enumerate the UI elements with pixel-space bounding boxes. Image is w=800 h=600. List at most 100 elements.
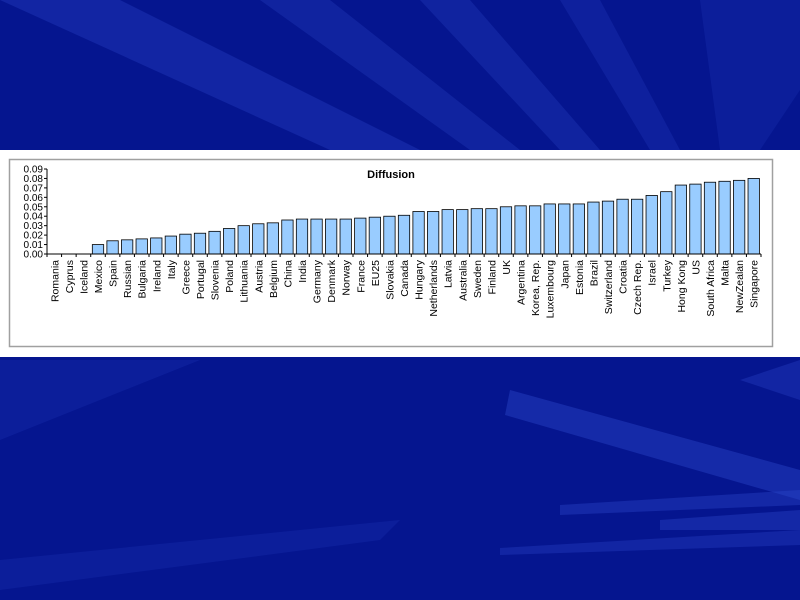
x-tick-label: Slovakia — [384, 260, 396, 300]
x-tick-label: Cyprus — [64, 260, 76, 293]
bar — [587, 201, 600, 255]
x-tick-label: Lithuania — [239, 260, 251, 303]
bar — [295, 218, 309, 255]
x-tick-label: India — [297, 260, 309, 283]
x-tick-label: Netherlands — [428, 260, 440, 317]
y-tick-label: 0.05 — [24, 202, 44, 213]
bar — [164, 235, 177, 255]
x-tick-label: Italy — [166, 259, 178, 279]
y-tick-label: 0.08 — [24, 174, 44, 185]
bar — [427, 211, 440, 255]
x-tick-label: US — [690, 260, 702, 275]
x-tick-label: Hungary — [414, 259, 426, 299]
bar — [150, 237, 163, 255]
bar — [601, 200, 615, 255]
x-tick-label: Hong Kong — [676, 260, 688, 313]
bar — [616, 198, 629, 255]
bar — [397, 214, 411, 255]
y-axis: 0.000.010.020.030.040.050.060.070.080.09 — [24, 165, 48, 261]
x-tick-label: Bulgaria — [137, 260, 149, 299]
ray-bottom-5 — [740, 360, 800, 400]
bar — [91, 244, 105, 255]
bar — [135, 238, 148, 255]
ray-bottom-1 — [505, 390, 800, 500]
x-tick-label: Norway — [341, 259, 353, 295]
x-tick-label: Mexico — [93, 260, 105, 293]
bar — [543, 203, 556, 255]
bar — [310, 218, 323, 255]
bar — [325, 218, 338, 255]
bar — [223, 228, 236, 255]
x-tick-label: Denmark — [326, 259, 338, 302]
x-tick-label: Ireland — [151, 260, 163, 292]
x-tick-label: Croatia — [618, 260, 630, 294]
x-tick-label: Luxembourg — [545, 260, 557, 319]
x-tick-label: Estonia — [574, 260, 586, 295]
y-tick-label: 0.02 — [24, 231, 44, 242]
bar — [514, 205, 527, 255]
ray-top-4 — [560, 0, 680, 150]
bar — [266, 222, 279, 255]
x-tick-label: UK — [501, 260, 513, 275]
x-tick-label: Sweden — [472, 260, 484, 298]
x-tick-label: Austria — [253, 260, 265, 293]
ray-top-5 — [700, 0, 800, 150]
y-tick-label: 0.09 — [24, 165, 44, 176]
bar — [645, 195, 658, 255]
bar — [281, 219, 294, 255]
y-tick-label: 0.07 — [24, 183, 44, 194]
bar — [121, 239, 134, 255]
bar — [193, 232, 207, 255]
bar — [354, 217, 367, 255]
chart-panel: Diffusion 0.00 0.01 0.02 0.03 0.04 0.05 0.06 0.… — [0, 150, 800, 357]
y-tick-label: 0.04 — [24, 212, 44, 223]
ray-bottom-6 — [0, 360, 200, 440]
bar — [208, 230, 221, 255]
x-tick-label: Czech Rep. — [632, 260, 644, 315]
ray-top-2 — [260, 0, 520, 150]
y-tick-label: 0.00 — [24, 250, 44, 261]
bar — [631, 198, 644, 255]
x-tick-label: Latvia — [443, 260, 455, 288]
ray-top-3 — [420, 0, 600, 150]
y-tick-label: 0.01 — [24, 240, 44, 251]
x-tick-label: Turkey — [661, 259, 673, 291]
bar — [499, 206, 513, 255]
bar — [470, 208, 483, 255]
bar — [237, 225, 250, 255]
x-tick-label: Malta — [720, 260, 732, 286]
bar — [660, 191, 673, 255]
x-tick-label: Japan — [559, 260, 571, 289]
x-tick-label: South Africa — [705, 260, 717, 317]
x-tick-label: China — [282, 260, 294, 288]
bar — [441, 209, 454, 255]
bar — [747, 178, 760, 255]
x-tick-label: Romania — [49, 260, 61, 302]
x-tick-label: Singapore — [749, 260, 761, 308]
ray-bottom-4 — [500, 530, 800, 555]
x-tick-label: Finland — [486, 260, 498, 295]
bar — [368, 216, 381, 255]
bar — [179, 233, 192, 255]
bar — [572, 203, 585, 255]
x-tick-label: Spain — [108, 260, 120, 287]
bar — [339, 218, 352, 255]
bar — [456, 209, 469, 255]
x-tick-label: Belgium — [268, 260, 280, 298]
bar — [558, 203, 571, 255]
x-tick-label: EU25 — [370, 260, 382, 286]
ray-bottom-7 — [0, 520, 400, 590]
x-tick-label: Greece — [180, 260, 192, 295]
y-tick-label: 0.03 — [24, 221, 44, 232]
bar — [703, 181, 717, 255]
bar — [106, 240, 119, 255]
x-tick-label: NewZealan — [734, 260, 746, 313]
ray-bottom-3 — [660, 510, 800, 530]
x-tick-label: Australia — [457, 260, 469, 301]
bar — [529, 205, 542, 255]
x-tick-label: Poland — [224, 260, 236, 293]
diffusion-bar-chart: Diffusion 0.000.010.020.030.040.050.060.… — [8, 158, 774, 348]
bar-series — [91, 178, 760, 255]
y-tick-label: 0.06 — [24, 193, 44, 204]
